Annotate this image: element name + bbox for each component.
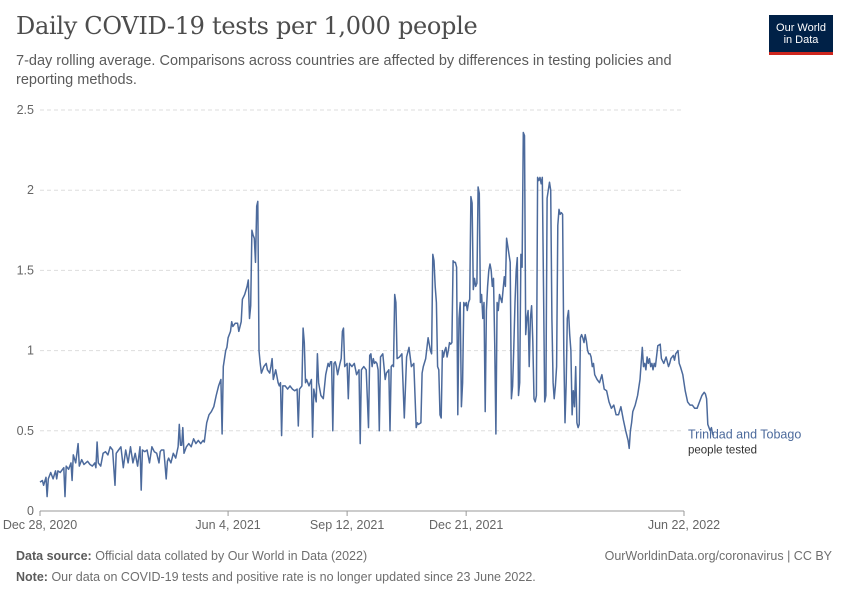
chart-title: Daily COVID-19 tests per 1,000 people [16,12,478,40]
y-tick-label: 1 [27,344,34,358]
x-tick-label: Jun 4, 2021 [195,518,260,532]
data-source-label: Data source: [16,549,92,563]
logo-line-1: Our World [776,21,826,34]
note-text: Our data on COVID-19 tests and positive … [51,570,536,584]
note-label: Note: [16,570,48,584]
y-tick-label: 0 [27,504,34,518]
chart-subtitle: 7-day rolling average. Comparisons acros… [16,53,672,88]
x-tick-label: Jun 22, 2022 [648,518,720,532]
x-tick-label: Dec 21, 2021 [429,518,503,532]
data-source-text[interactable]: Official data collated by Our World in D… [95,549,368,563]
y-tick-label: 0.5 [17,424,34,438]
y-tick-label: 2 [27,183,34,197]
x-tick-label: Sep 12, 2021 [310,518,384,532]
owid-logo[interactable]: Our World in Data [769,15,833,55]
x-tick-label: Dec 28, 2020 [3,518,77,532]
data-source: Data source: Official data collated by O… [16,549,367,563]
series-line-trinidad-and-tobago [39,131,715,498]
y-tick-label: 2.5 [17,103,34,117]
footer-note: Note: Our data on COVID-19 tests and pos… [16,570,536,584]
logo-line-2: in Data [783,33,819,46]
series-label: Trinidad and Tobago [688,428,801,442]
series-sublabel: people tested [688,445,757,457]
footer-credit[interactable]: OurWorldinData.org/coronavirus | CC BY [604,549,832,563]
y-tick-label: 1.5 [17,263,34,277]
